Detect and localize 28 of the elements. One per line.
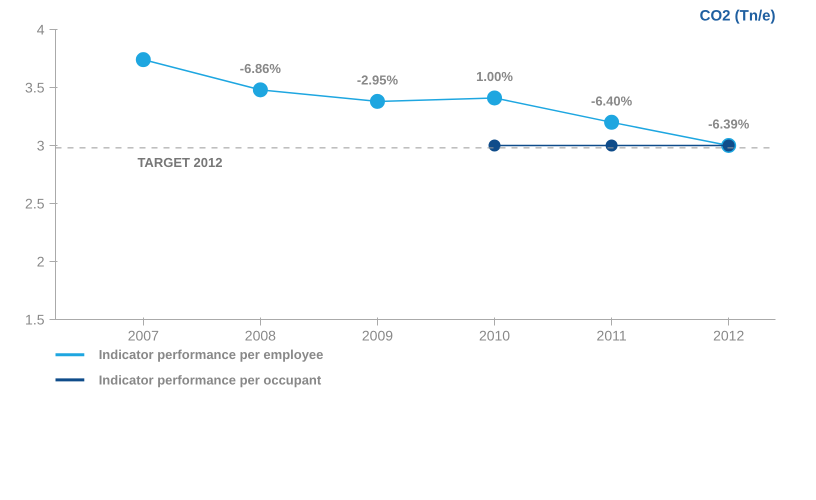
x-tick-label: 2008 (244, 328, 276, 344)
x-tick-label: 2012 (713, 328, 744, 344)
x-tick-label: 2007 (128, 328, 160, 344)
x-tick-label: 2011 (596, 328, 627, 344)
point (604, 114, 620, 130)
y-tick-label: 3 (36, 138, 45, 154)
annotation: 1.00% (476, 68, 514, 84)
point (606, 140, 618, 152)
y-tick-label: 4 (36, 22, 45, 38)
annotation: -6.86% (240, 60, 282, 76)
point (252, 82, 268, 98)
point (136, 52, 151, 68)
point (488, 140, 501, 152)
legend-label: Indicator performance per employee (98, 347, 324, 362)
annotation: -6.39% (708, 116, 750, 132)
point (487, 90, 502, 106)
x-tick-label: 2009 (362, 328, 394, 344)
ref-line-label: TARGET 2012 (137, 154, 222, 170)
y-tick-label: 2.5 (25, 196, 45, 212)
chart-title: CO2 (Tn/e) (700, 8, 776, 24)
x-tick-label: 2010 (478, 328, 510, 344)
y-tick-label: 1.5 (25, 312, 45, 328)
y-tick-label: 2 (36, 254, 45, 270)
point (370, 94, 385, 109)
y-tick-label: 3.5 (25, 80, 45, 96)
annotation: -6.40% (591, 93, 633, 108)
annotation: -2.95% (356, 72, 398, 88)
legend-label: Indicator performance per occupant (98, 372, 322, 388)
